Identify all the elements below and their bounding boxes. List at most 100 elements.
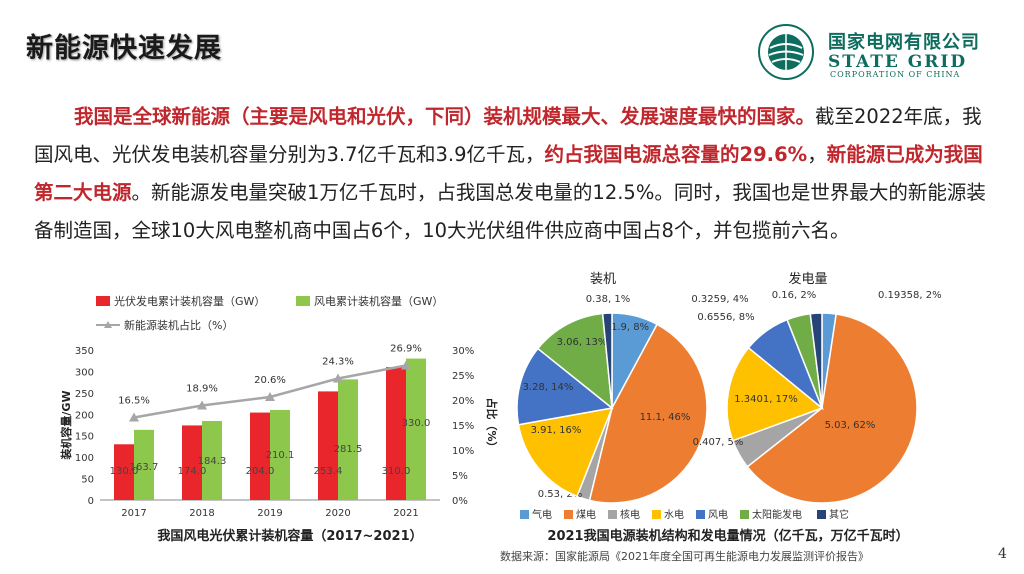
pie-capacity-slice-label: 3.91, 16% [531,425,582,436]
bar-wind [202,421,222,500]
pie-legend-label: 风电 [708,508,728,521]
page-number: 4 [998,546,1007,562]
pie-legend-label: 水电 [664,508,684,521]
pie-capacity-slice [517,407,614,498]
y2-tick-label: 25% [452,371,474,382]
pie-legend-label: 核电 [620,508,640,521]
bar-value-label-wind: 184.3 [198,456,227,467]
ratio-line [133,364,407,419]
x-tick-label: 2019 [257,508,282,519]
legend-label-pv: 光伏发电累计装机容量（GW） [114,294,265,308]
x-tick-label: 2017 [121,508,146,519]
y-tick-label: 250 [75,389,94,400]
legend-marker-ratio [104,321,112,328]
bar-value-label-pv: 253.4 [314,466,343,477]
pie-generation-slice [746,313,918,504]
bar-pv [114,444,134,500]
legend-label-wind: 风电累计装机容量（GW） [314,294,443,308]
pie-generation-slice-label: 0.3259, 4% [691,294,748,305]
pie-legend-swatch [520,510,529,519]
pie-capacity-slice-label: 3.28, 14% [523,382,574,393]
pie-legend-swatch [817,510,826,519]
x-tick-label: 2020 [325,508,350,519]
pie-capacity-slice [601,312,613,409]
y2-tick-label: 20% [452,396,474,407]
pie-capacity-slice-label: 0.53, 2% [538,489,583,500]
y-tick-label: 150 [75,432,94,443]
y2-tick-label: 5% [452,471,468,482]
bar-pv [250,412,270,500]
bar-value-label-pv: 204.0 [246,466,275,477]
pie-generation-slice-label: 0.6556, 8% [697,312,754,323]
logo-chinese-name: 国家电网有限公司 [828,32,980,53]
pie-legend-swatch [608,510,617,519]
ratio-point [401,360,411,370]
bar-wind [270,409,290,500]
bar-value-label-wind: 330.0 [402,418,431,429]
ratio-point [333,373,343,383]
y-tick-label: 50 [81,475,94,486]
pie-legend-swatch [564,510,573,519]
slide-title: 新能源快速发展 [26,33,222,64]
bar-pv [386,367,406,500]
x-tick-label: 2018 [189,508,214,519]
y2-tick-label: 0% [452,496,468,507]
ratio-value-label: 20.6% [254,375,286,386]
y-tick-label: 100 [75,453,94,464]
logo-subtitle: CORPORATION OF CHINA [830,70,961,79]
ratio-point [265,392,275,401]
bar-value-label-pv: 174.0 [178,466,207,477]
ratio-value-label: 26.9% [390,344,422,355]
bar-chart-title: 我国风电光伏累计装机容量（2017~2021） [157,528,422,544]
pie-capacity-slice-label: 11.1, 46% [640,412,691,423]
pie-generation-slice-label: 0.407, 5% [693,437,744,448]
pie-legend-swatch [740,510,749,519]
paragraph-highlight-3: 约占我国电源总容量的29.6% [544,143,808,166]
pie-legend-label: 太阳能发电 [752,508,802,521]
bar-wind [406,358,426,500]
y-tick-label: 350 [75,346,94,357]
y-tick-label: 0 [88,496,94,507]
pie-legend-label: 气电 [532,508,552,521]
y-tick-label: 200 [75,410,94,421]
legend-swatch-wind [296,296,310,306]
state-grid-logo-icon [758,24,814,80]
bar-pv [318,391,338,500]
y2-axis-label: 占比（%） [485,397,499,452]
pie-generation-slice [726,346,824,442]
y2-tick-label: 15% [452,421,474,432]
y2-tick-label: 30% [452,346,474,357]
pie-legend-swatch [652,510,661,519]
bar-value-label-wind: 163.7 [130,462,159,473]
pie-generation-slice [809,312,823,409]
legend-label-ratio: 新能源装机占比（%） [124,318,233,332]
pie-capacity-slice [536,312,613,410]
data-source-note: 数据来源：国家能源局《2021年度全国可再生能源电力发展监测评价报告》 [500,550,869,563]
pie-capacity-slice-label: 1.9, 8% [611,322,649,333]
pie-legend-label: 其它 [829,508,849,521]
legend-swatch-pv [96,296,110,306]
bar-wind [134,429,154,500]
pie-chart-caption: 2021我国电源装机结构和发电量情况（亿千瓦，万亿千瓦时） [547,528,908,544]
paragraph-text-2: 截至2022年底，我国风电、光伏发电装机容量分别为3.7亿千瓦和3.9亿千瓦， [34,105,982,166]
bar-wind [338,379,358,500]
bar-value-label-wind: 210.1 [266,450,295,461]
pie-capacity-title: 装机 [590,272,616,287]
ratio-value-label: 18.9% [186,384,218,395]
ratio-value-label: 24.3% [322,357,354,368]
paragraph-text-6: 。新能源发电量突破1万亿千瓦时，占我国总发电量的12.5%。同时，我国也是世界最… [34,181,986,242]
y-axis-label: 装机容量/GW [59,390,73,460]
y-tick-label: 300 [75,367,94,378]
paragraph-text-4: ， [807,143,827,166]
pie-legend-label: 煤电 [576,508,596,521]
intro-paragraph: 我国是全球新能源（主要是风电和光伏，下同）装机规模最大、发展速度最快的国家。截至… [34,98,998,250]
pie-generation-slice-label: 5.03, 62% [825,420,876,431]
bar-pv [182,425,202,500]
bar-value-label-wind: 281.5 [334,444,363,455]
x-tick-label: 2021 [393,508,418,519]
logo-english-name: STATE GRID [828,52,968,72]
pie-capacity-slice [516,347,614,426]
pie-generation-title: 发电量 [788,271,827,287]
paragraph-highlight-5: 新能源已成为我国第二大电源 [34,143,983,204]
